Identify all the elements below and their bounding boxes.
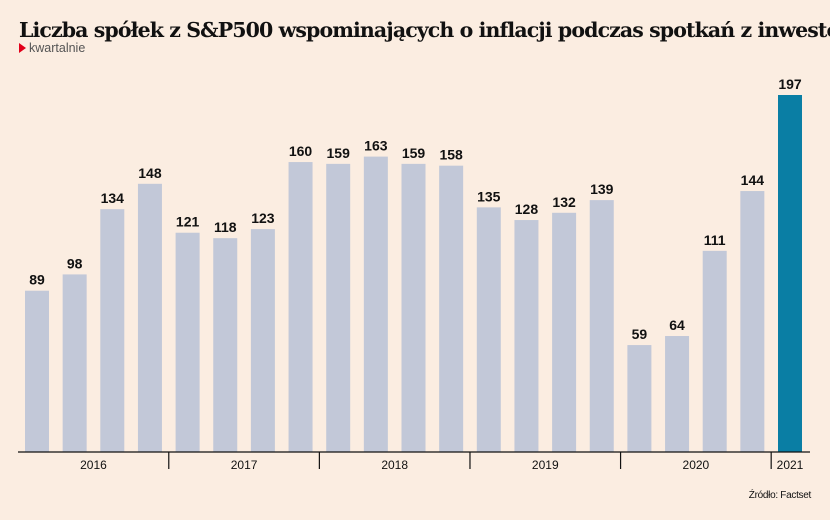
data-label: 144 — [741, 172, 765, 188]
year-label: 2021 — [777, 458, 804, 472]
bar — [552, 212, 577, 452]
chart-title: Liczba spółek z S&P500 wspominających o … — [19, 18, 830, 42]
data-label: 59 — [632, 326, 648, 342]
bar — [100, 209, 125, 452]
data-label: 98 — [67, 255, 83, 271]
bar — [439, 165, 464, 453]
bar — [778, 95, 802, 452]
data-label: 111 — [704, 232, 726, 248]
data-label: 123 — [251, 210, 275, 226]
source-note: Źródło: Factset — [748, 490, 812, 501]
year-label: 2016 — [80, 458, 107, 472]
data-label: 89 — [29, 272, 45, 288]
bar — [62, 274, 87, 452]
data-label: 197 — [778, 76, 802, 92]
bar — [288, 162, 313, 452]
bar — [137, 183, 162, 453]
data-label: 132 — [552, 194, 576, 210]
bar — [665, 336, 690, 452]
data-label: 159 — [402, 145, 426, 161]
data-label: 134 — [101, 190, 125, 206]
triangle-icon — [19, 43, 26, 53]
year-label: 2019 — [532, 458, 559, 472]
bar — [514, 220, 539, 452]
data-label: 159 — [327, 145, 351, 161]
year-label: 2018 — [381, 458, 408, 472]
data-label: 163 — [364, 138, 388, 154]
bar — [401, 163, 426, 452]
data-label: 128 — [515, 201, 539, 217]
bar — [250, 229, 275, 452]
bar — [627, 345, 652, 452]
data-label: 121 — [176, 214, 200, 230]
subtitle-text: kwartalnie — [29, 41, 86, 55]
data-label: 118 — [214, 219, 237, 235]
data-label: 64 — [669, 317, 685, 333]
year-label: 2020 — [683, 458, 710, 472]
data-label: 160 — [289, 143, 313, 159]
bar — [702, 250, 727, 452]
bar — [740, 191, 765, 452]
year-label: 2017 — [231, 458, 258, 472]
bar — [363, 156, 388, 453]
chart-subtitle: kwartalnie — [19, 41, 85, 55]
data-label: 139 — [590, 181, 614, 197]
bar — [25, 290, 49, 452]
bar — [175, 232, 200, 452]
data-label: 148 — [138, 165, 162, 181]
data-label: 158 — [439, 147, 463, 163]
bar — [213, 238, 238, 452]
data-label: 135 — [477, 188, 501, 204]
bar — [476, 207, 501, 452]
bar — [326, 163, 351, 452]
bar — [589, 200, 614, 452]
